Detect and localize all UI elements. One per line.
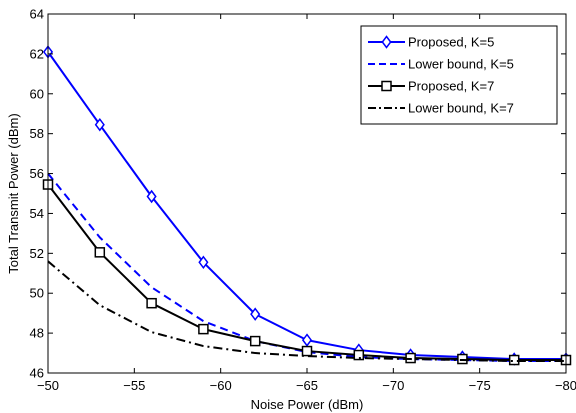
marker-series-1: [250, 307, 261, 321]
y-tick-label: 50: [30, 286, 44, 301]
y-tick-label: 58: [30, 126, 44, 141]
series-2: [47, 172, 566, 363]
legend-label: Proposed, K=5: [408, 35, 494, 50]
y-tick-label: 60: [30, 86, 44, 101]
marker-series-3: [146, 297, 157, 309]
y-tick-label: 64: [30, 7, 44, 22]
series-4-line: [47, 260, 566, 363]
ticks-layer: −50 −55 −60 −65 −70 −75 −80 46 48 50 52 54 56 58 60 62 6…: [30, 7, 576, 394]
legend-item: Lower bound, K=7: [368, 101, 514, 116]
y-tick-label: 48: [30, 326, 44, 341]
y-tick-label: 54: [30, 206, 44, 221]
marker-series-3: [198, 323, 209, 335]
y-tick-label: 52: [30, 246, 44, 261]
marker-series-3: [353, 349, 365, 361]
x-tick-label: −75: [469, 378, 491, 393]
marker-legend: [381, 80, 392, 92]
legend-item: Proposed, K=7: [368, 79, 494, 94]
legend-item: Lower bound, K=5: [368, 57, 514, 72]
x-tick-label: −50: [37, 378, 59, 393]
x-tick-label: −70: [382, 378, 404, 393]
series-2-line: [47, 172, 566, 363]
marker-legend: [381, 35, 392, 49]
marker-series-1: [94, 117, 105, 132]
marker-series-3: [301, 345, 313, 357]
x-tick-label: −80: [555, 378, 576, 393]
series-layer: [42, 45, 572, 366]
marker-series-1: [146, 189, 157, 204]
x-tick-label: −65: [296, 378, 318, 393]
series-4: [47, 260, 566, 363]
y-tick-label: 46: [30, 366, 44, 381]
y-axis-label: Total Transmit Power (dBm): [6, 113, 21, 273]
marker-series-1: [301, 333, 313, 347]
marker-series-3: [249, 335, 261, 347]
legend-label: Lower bound, K=5: [408, 57, 514, 72]
legend: Proposed, K=5 Lower bound, K=5 Proposed, K…: [360, 25, 558, 125]
legend-label: Proposed, K=7: [408, 79, 494, 94]
legend-label: Lower bound, K=7: [408, 101, 514, 116]
legend-item: Proposed, K=5: [368, 35, 494, 50]
y-tick-label: 62: [30, 46, 44, 61]
x-tick-label: −55: [123, 378, 145, 393]
marker-series-3: [457, 353, 468, 365]
marker-series-3: [94, 247, 106, 258]
x-tick-label: −60: [210, 378, 232, 393]
y-tick-label: 56: [30, 166, 44, 181]
marker-series-1: [198, 255, 209, 270]
x-axis-label: Noise Power (dBm): [251, 397, 364, 412]
